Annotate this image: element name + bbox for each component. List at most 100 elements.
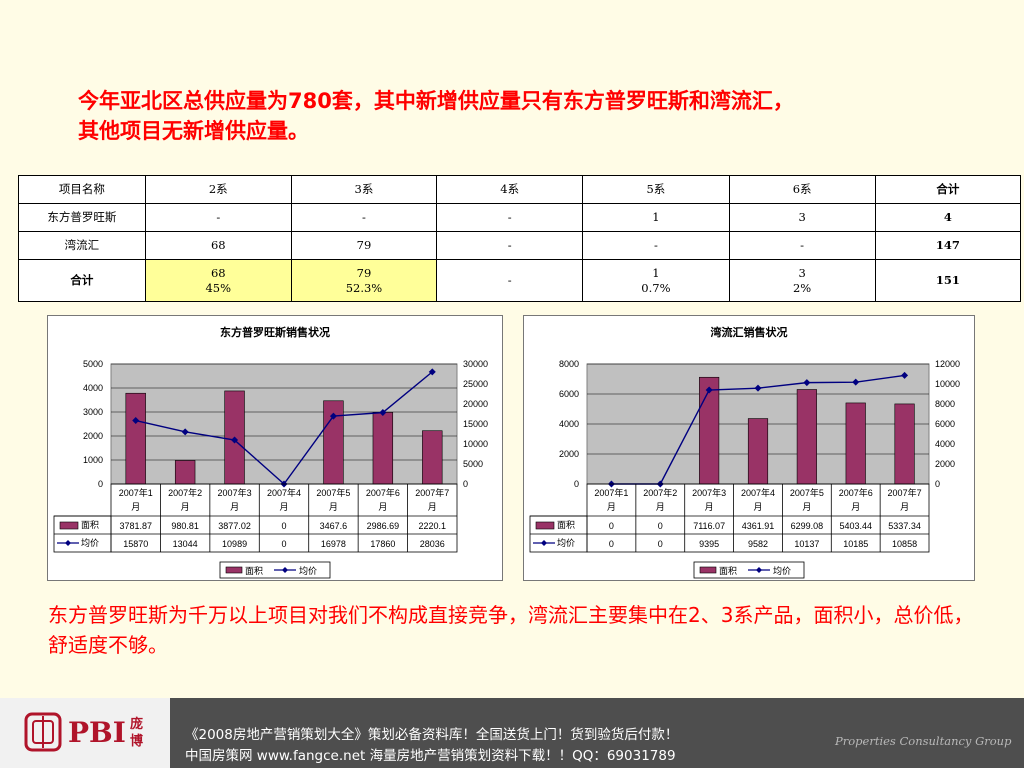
category-label: 月 <box>607 502 616 512</box>
y-right-tick-label: 20000 <box>463 399 488 409</box>
y-left-tick-label: 2000 <box>83 431 103 441</box>
footer-brand: PBI <box>68 716 126 749</box>
data-label: 3877.02 <box>218 521 251 531</box>
data-label: 28036 <box>420 539 445 549</box>
cell-value: 79 <box>356 265 372 280</box>
y-left-tick-label: 4000 <box>83 383 103 393</box>
data-label: 17860 <box>370 539 395 549</box>
y-right-tick-label: 0 <box>463 479 468 489</box>
data-label: 980.81 <box>171 521 199 531</box>
table-cell: 151 <box>874 259 1022 302</box>
cell-value: 68 <box>210 265 226 280</box>
category-label: 月 <box>279 502 288 512</box>
data-point <box>379 409 387 417</box>
data-label: 13044 <box>173 539 198 549</box>
y-right-tick-label: 10000 <box>935 379 960 389</box>
category-label: 2007年7 <box>415 487 449 498</box>
plot-area <box>110 363 458 485</box>
y-left-tick-label: 0 <box>574 479 579 489</box>
y-right-tick-label: 4000 <box>935 439 955 449</box>
cell-percent: 52.3% <box>345 280 383 295</box>
data-label: 0 <box>281 521 286 531</box>
chart-wanliuhui-sales: 湾流汇销售状况 0 2000 4000 6000 8000 0 2000 4000 6000 800… <box>523 315 975 581</box>
category-label: 月 <box>230 502 239 512</box>
bar <box>845 402 866 485</box>
data-label: 0 <box>609 521 614 531</box>
y-right-tick-label: 15000 <box>463 419 488 429</box>
table-cell: 147 <box>874 231 1022 260</box>
data-label: 0 <box>609 539 614 549</box>
category-label: 月 <box>329 502 338 512</box>
y-right-tick-label: 2000 <box>935 459 955 469</box>
table-header-cell: 3系 <box>290 175 438 204</box>
data-label: 10989 <box>222 539 247 549</box>
data-point <box>132 417 140 425</box>
chart-svg: 东方普罗旺斯销售状况 0 1000 2000 3000 4000 5000 0 5000 1000… <box>53 325 488 579</box>
y-right-tick-label: 30000 <box>463 359 488 369</box>
bar <box>125 392 146 485</box>
category-label: 月 <box>131 502 140 512</box>
legend-label: 面积 <box>719 565 737 576</box>
data-label: 9395 <box>699 539 719 549</box>
data-label: 2220.1 <box>419 521 447 531</box>
bar <box>174 460 196 485</box>
data-point <box>852 378 860 386</box>
data-label: 3781.87 <box>119 521 152 531</box>
data-label: 3467.6 <box>320 521 348 531</box>
table-cell: 68 <box>144 231 292 260</box>
footer-ad-line-2: 中国房策网 www.fangce.net 海量房地产营销策划资料下载！！QQ：6… <box>185 748 676 764</box>
data-label: 2986.69 <box>367 521 400 531</box>
table-cell: 68 45% <box>144 259 292 302</box>
table-cell: 3 2% <box>728 259 876 302</box>
footer-bar: PBI 庞博 《2008房地产营销策划大全》策划必备资料库！全国送货上门！货到验… <box>0 698 1024 768</box>
table-cell: 湾流汇 <box>18 231 146 260</box>
y-right-tick-label: 8000 <box>935 399 955 409</box>
category-label: 2007年5 <box>316 487 350 498</box>
y-left-tick-label: 1000 <box>83 455 103 465</box>
category-label: 月 <box>656 502 665 512</box>
cell-percent: 0.7% <box>641 280 671 295</box>
data-label: 4361.91 <box>742 521 775 531</box>
legend-swatch-bar <box>225 566 243 574</box>
data-label: 5403.44 <box>839 521 872 531</box>
category-label: 月 <box>851 502 860 512</box>
legend-label: 均价 <box>299 565 317 576</box>
y-left-tick-label: 2000 <box>559 449 579 459</box>
table-header-cell: 4系 <box>436 175 584 204</box>
category-label: 2007年6 <box>366 487 400 498</box>
data-label: 10185 <box>843 539 868 549</box>
table-header-cell: 5系 <box>582 175 730 204</box>
data-label: 16978 <box>321 539 346 549</box>
bar <box>372 412 394 485</box>
table-header-cell: 项目名称 <box>18 175 146 204</box>
cell-percent: 2% <box>792 280 812 295</box>
y-right-tick-label: 12000 <box>935 359 960 369</box>
table-header-row: 项目名称 2系 3系 4系 5系 6系 合计 <box>18 175 1022 204</box>
category-label: 2007年3 <box>692 487 726 498</box>
y-left-tick-label: 0 <box>98 479 103 489</box>
data-label: 15870 <box>123 539 148 549</box>
footer-brand-cn: 庞博 <box>130 717 144 749</box>
category-label: 月 <box>802 502 811 512</box>
category-label: 2007年1 <box>119 487 153 498</box>
table-header-cell: 2系 <box>144 175 292 204</box>
cell-value: 3 <box>798 265 806 280</box>
chart-title: 东方普罗旺斯销售状况 <box>220 325 330 339</box>
legend-marker <box>282 567 288 573</box>
legend-swatch-bar <box>535 521 555 530</box>
title-line-1: 今年亚北区总供应量为780套，其中新增供应量只有东方普罗旺斯和湾流汇， <box>78 89 794 113</box>
table-cell: - <box>728 231 876 260</box>
title-line-2: 其他项目无新增供应量。 <box>78 119 309 143</box>
category-label: 2007年2 <box>643 487 677 498</box>
data-point <box>803 379 811 387</box>
category-label: 月 <box>378 502 387 512</box>
category-label: 月 <box>705 502 714 512</box>
data-point <box>754 384 762 392</box>
table-cell: 1 <box>582 203 730 232</box>
table-cell: 79 <box>290 231 438 260</box>
category-label: 月 <box>181 502 190 512</box>
legend-swatch-bar <box>59 521 79 530</box>
y-right-tick-label: 25000 <box>463 379 488 389</box>
data-point <box>231 436 239 444</box>
y-right-tick-label: 6000 <box>935 419 955 429</box>
